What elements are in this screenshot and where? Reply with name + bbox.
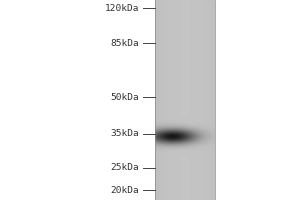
Text: 85kDa: 85kDa (111, 39, 140, 48)
Text: 35kDa: 35kDa (111, 129, 140, 138)
Text: 50kDa: 50kDa (111, 93, 140, 102)
Text: 25kDa: 25kDa (111, 163, 140, 172)
Text: 120kDa: 120kDa (105, 4, 140, 13)
Text: 20kDa: 20kDa (111, 186, 140, 195)
